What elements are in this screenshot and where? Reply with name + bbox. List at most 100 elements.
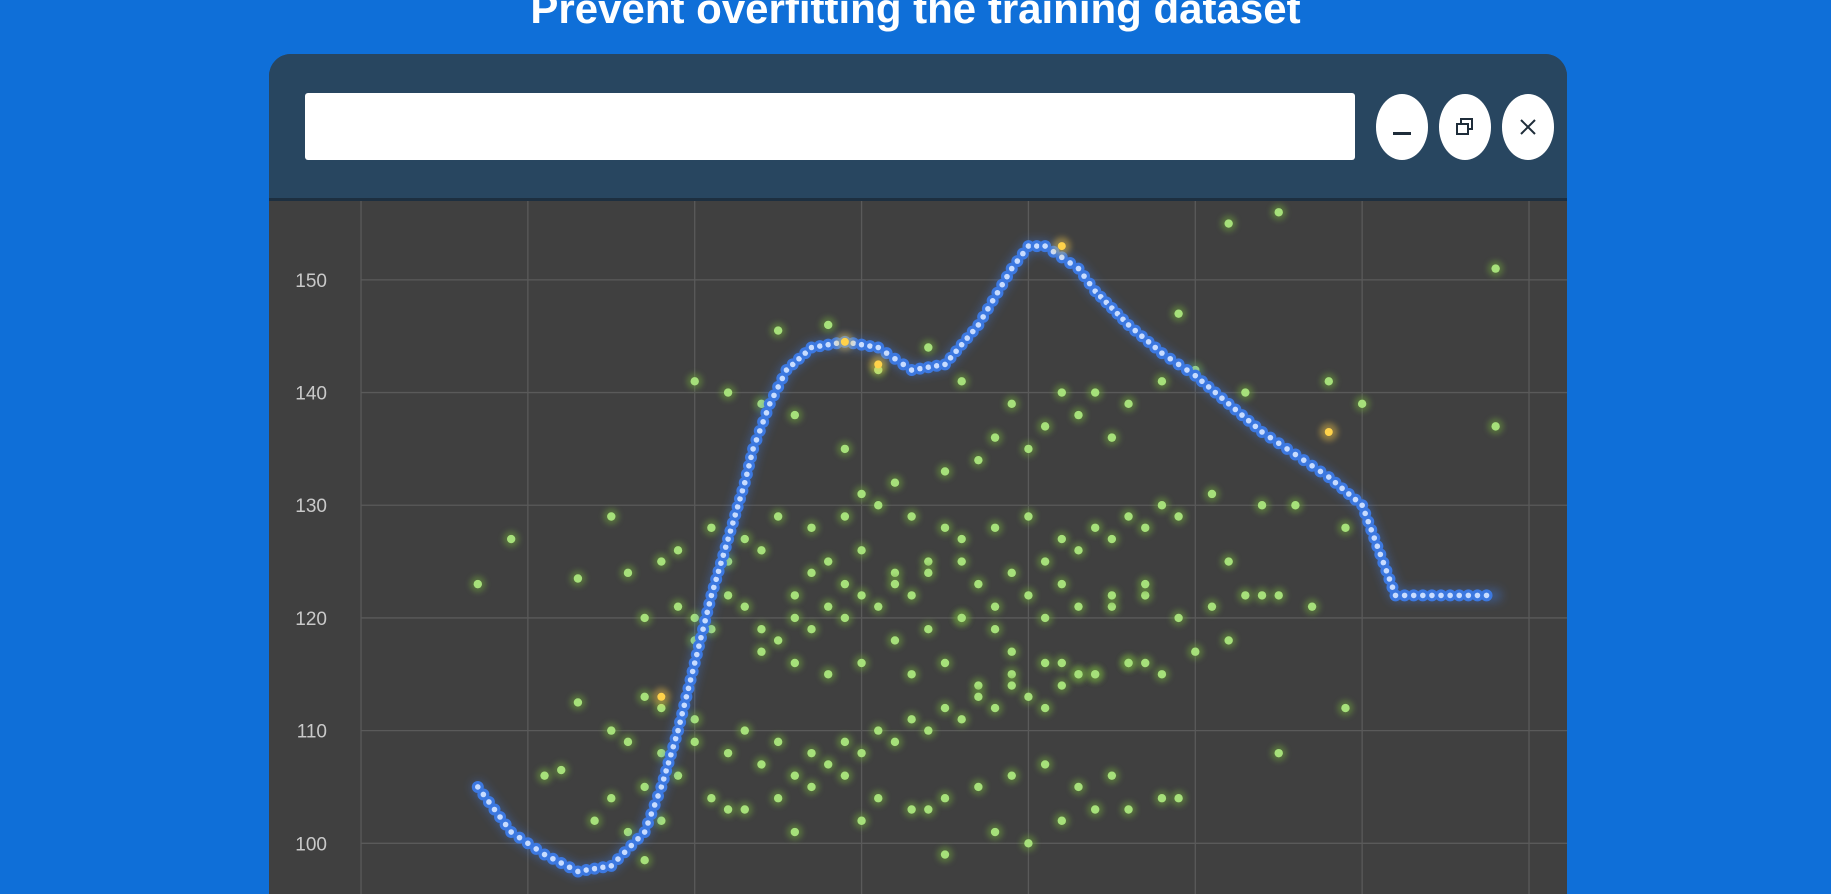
data-point xyxy=(1024,444,1033,454)
data-point xyxy=(890,568,900,578)
fit-curve-point-core xyxy=(732,512,739,518)
data-point xyxy=(590,816,599,825)
data-point xyxy=(924,805,933,814)
fit-curve-point-core xyxy=(1004,273,1010,280)
fit-curve-point-core xyxy=(665,760,672,766)
fit-curve-point-core xyxy=(1132,327,1139,334)
fit-curve-point-core xyxy=(985,306,991,312)
data-point xyxy=(1090,388,1100,397)
data-point xyxy=(1274,591,1283,600)
data-point xyxy=(757,624,766,634)
data-point xyxy=(857,546,866,555)
fit-curve-point-core xyxy=(677,719,683,725)
fit-curve-point-core xyxy=(497,814,503,820)
fit-curve-point-core xyxy=(1345,491,1352,497)
data-point xyxy=(1007,681,1016,690)
data-point xyxy=(1107,433,1117,442)
address-input[interactable] xyxy=(305,93,1355,160)
data-point xyxy=(840,771,850,780)
fit-curve-point-core xyxy=(575,868,581,875)
restore-button[interactable] xyxy=(1439,94,1491,160)
fit-curve-point-core xyxy=(591,865,598,872)
fit-curve-point-core xyxy=(1317,468,1324,475)
fit-curve-point-core xyxy=(1184,367,1190,373)
fit-curve-point-core xyxy=(1232,406,1239,413)
fit-curve-point-core xyxy=(999,281,1006,288)
data-point xyxy=(1124,805,1133,814)
data-point xyxy=(1040,760,1050,769)
fit-curve-point-core xyxy=(925,364,932,371)
fit-curve-point-core xyxy=(694,651,700,658)
fit-curve-point-core xyxy=(1267,434,1274,441)
fit-curve-point-core xyxy=(516,834,523,841)
fit-curve-point-core xyxy=(1447,592,1453,599)
fit-curve-point-core xyxy=(947,355,954,361)
data-point xyxy=(657,816,666,825)
y-tick-label: 100 xyxy=(295,834,327,855)
data-point xyxy=(1124,399,1133,409)
data-point xyxy=(1007,771,1016,780)
fit-curve-point-core xyxy=(1410,592,1417,599)
fit-curve-point-core xyxy=(1284,446,1290,452)
y-tick-label: 110 xyxy=(297,722,327,743)
data-point xyxy=(506,534,516,544)
fit-curve-point-core xyxy=(900,361,907,368)
fit-curve-point-core xyxy=(1392,592,1399,599)
fit-curve-point-core xyxy=(691,660,698,666)
fit-curve-point-core xyxy=(635,835,641,842)
fit-curve-point-core xyxy=(566,864,573,871)
data-point xyxy=(690,715,699,724)
fit-curve-point-core xyxy=(1483,592,1490,599)
data-point xyxy=(1074,782,1083,792)
y-tick-label: 150 xyxy=(295,271,327,292)
data-point xyxy=(1040,557,1050,566)
data-point xyxy=(957,377,966,386)
fit-curve-point-core xyxy=(558,860,565,866)
data-point xyxy=(690,377,699,386)
data-point xyxy=(1257,501,1267,510)
data-point xyxy=(1007,568,1016,578)
fit-curve-point-core xyxy=(533,846,539,852)
data-point xyxy=(1141,579,1150,589)
fit-curve-point-core xyxy=(1362,510,1368,517)
fit-curve-point-core xyxy=(1245,417,1252,424)
data-point xyxy=(924,568,933,578)
y-tick-label: 140 xyxy=(295,384,327,405)
data-point xyxy=(824,557,833,566)
fit-curve-point-core xyxy=(641,829,648,835)
data-point xyxy=(607,794,616,803)
data-point xyxy=(1074,602,1083,611)
data-point xyxy=(990,624,1000,634)
fit-curve-point-core xyxy=(1192,372,1199,379)
data-point xyxy=(807,782,816,792)
fit-curve-point-core xyxy=(980,314,986,320)
data-point xyxy=(1040,422,1050,431)
fit-curve-point-core xyxy=(1474,592,1481,599)
data-point xyxy=(940,794,950,803)
fit-curve-point-core xyxy=(1401,592,1408,599)
data-point xyxy=(1057,681,1066,690)
data-point xyxy=(1024,692,1033,702)
data-point xyxy=(1074,410,1083,420)
data-point xyxy=(1324,377,1333,386)
data-point xyxy=(1241,388,1250,397)
fit-curve-point-core xyxy=(1352,496,1359,503)
fit-curve-point-core xyxy=(908,367,915,373)
highlight-point xyxy=(657,692,666,701)
data-point xyxy=(1224,636,1233,645)
data-point xyxy=(1024,591,1033,600)
data-point xyxy=(790,613,800,623)
minimize-button[interactable] xyxy=(1376,94,1428,160)
fit-curve-point-core xyxy=(1332,479,1339,486)
data-point xyxy=(1174,512,1183,521)
data-point xyxy=(690,737,699,747)
data-point xyxy=(1090,805,1100,814)
fit-curve-point-core xyxy=(779,375,786,382)
fit-curve-point-core xyxy=(668,751,674,758)
fit-curve-point-core xyxy=(892,355,898,362)
data-point xyxy=(790,771,800,780)
data-point xyxy=(957,715,966,724)
data-point xyxy=(1274,748,1283,758)
close-button[interactable] xyxy=(1502,94,1554,160)
data-point xyxy=(907,512,916,521)
